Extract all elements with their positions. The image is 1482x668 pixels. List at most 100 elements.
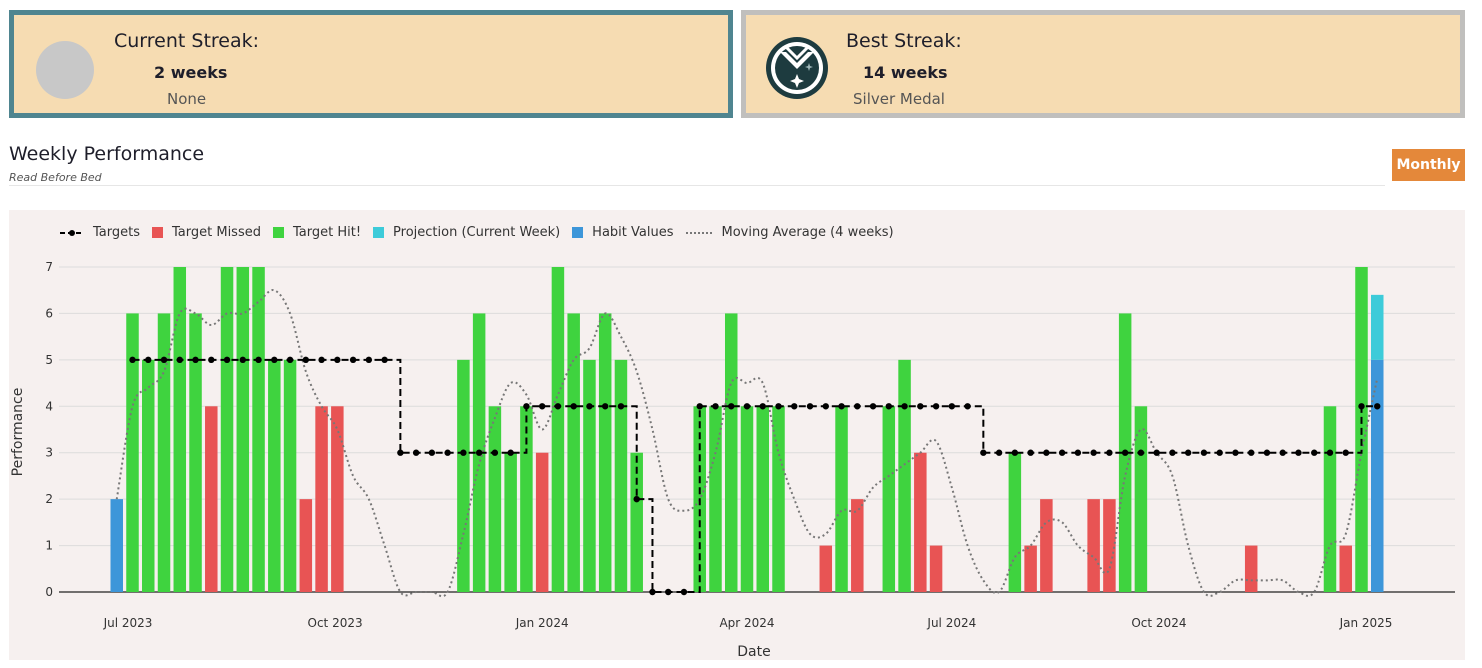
target-point <box>1232 449 1239 456</box>
target-hit-bar <box>283 359 297 592</box>
target-point <box>822 403 829 410</box>
target-point <box>1106 449 1113 456</box>
target-hit-bar <box>189 313 202 592</box>
target-point <box>995 449 1003 456</box>
x-tick-label: Jul 2024 <box>926 616 976 630</box>
target-hit-bar <box>709 406 722 592</box>
best-streak-value: 14 weeks <box>863 63 948 82</box>
target-missed-bar <box>1244 545 1258 592</box>
x-tick-label: Jul 2023 <box>103 616 153 630</box>
silver-medal-icon <box>766 37 828 99</box>
target-point <box>806 403 814 410</box>
target-point <box>239 356 246 364</box>
legend-item-habit-values[interactable]: Habit Values <box>572 225 673 240</box>
target-point <box>1121 449 1129 456</box>
target-point <box>932 403 940 410</box>
target-hit-bar <box>1323 406 1337 592</box>
legend-item-targets[interactable]: Targets <box>59 225 140 240</box>
legend-label-habit: Habit Values <box>592 225 674 240</box>
target-missed-bar <box>929 545 943 592</box>
target-point <box>586 403 593 410</box>
target-point <box>712 403 719 410</box>
moving-average-legend-symbol <box>686 231 713 234</box>
target-point <box>1184 449 1192 456</box>
target-hit-bar <box>157 313 171 592</box>
target-hit-bar <box>630 452 643 592</box>
target-point <box>491 449 499 456</box>
target-point <box>1074 449 1082 456</box>
target-point <box>523 403 530 410</box>
target-point <box>617 403 625 410</box>
target-point <box>1058 449 1066 456</box>
target-point <box>1248 449 1255 456</box>
target-point <box>696 403 703 410</box>
target-point <box>334 356 341 364</box>
target-point <box>475 449 483 456</box>
y-tick-label: 6 <box>45 306 53 320</box>
y-tick-label: 2 <box>45 492 53 506</box>
y-tick-label: 0 <box>45 585 53 599</box>
target-hit-bar <box>724 313 738 592</box>
target-point <box>223 356 231 364</box>
legend-label-hit: Target Hit! <box>292 225 362 240</box>
chart-plot-area: 0 1 2 3 4 5 6 7 Jul 2023 Oct 2023 Jan 2024 Apr 2024… <box>10 260 1455 660</box>
target-point <box>271 356 278 364</box>
target-hit-bar <box>488 406 502 592</box>
target-hit-bar <box>173 267 187 592</box>
target-point <box>728 403 735 410</box>
monthly-toggle-button[interactable]: Monthly <box>1392 149 1465 181</box>
x-tick-label: Jan 2025 <box>1339 616 1393 630</box>
target-missed-bar <box>819 545 833 592</box>
legend-label-projection: Projection (Current Week) <box>393 225 561 240</box>
target-point <box>1027 449 1034 456</box>
target-point <box>160 356 168 364</box>
target-missed-bar <box>205 406 218 592</box>
target-hit-bar <box>457 359 470 592</box>
target-point <box>1153 449 1160 456</box>
y-tick-label: 4 <box>45 399 53 413</box>
target-missed-bar <box>1024 545 1037 592</box>
target-point <box>1295 449 1302 456</box>
chart-legend: Targets Target Missed Target Hit! Projec… <box>59 225 906 240</box>
target-point <box>1279 449 1286 456</box>
projection-legend-swatch <box>373 227 385 238</box>
target-missed-bar <box>1040 499 1053 592</box>
target-point <box>1169 449 1176 456</box>
target-point <box>286 356 294 364</box>
target-hit-bar <box>772 406 785 592</box>
target-point <box>838 403 845 410</box>
legend-item-projection[interactable]: Projection (Current Week) <box>373 225 560 240</box>
target-point <box>145 356 152 364</box>
targets-legend-symbol <box>60 229 84 236</box>
target-point <box>1200 449 1208 456</box>
hit-legend-swatch <box>272 227 284 238</box>
legend-item-moving-average[interactable]: Moving Average (4 weeks) <box>685 225 894 240</box>
legend-label-targets: Targets <box>93 225 140 240</box>
target-point <box>192 356 199 364</box>
x-tick-label: Apr 2024 <box>719 616 774 630</box>
y-tick-label: 7 <box>45 260 53 274</box>
target-point <box>318 356 325 364</box>
habit-legend-swatch <box>572 227 584 238</box>
habit-value-bar <box>110 499 123 592</box>
x-tick-label: Oct 2023 <box>308 616 363 630</box>
target-missed-bar <box>315 406 328 592</box>
target-hit-bar <box>583 359 596 592</box>
target-point <box>901 403 908 410</box>
target-hit-bar <box>126 313 139 592</box>
target-point <box>176 356 183 364</box>
target-point <box>460 449 467 456</box>
target-point <box>412 449 420 456</box>
target-hit-bar <box>882 406 896 592</box>
section-divider <box>9 185 1385 186</box>
target-point <box>507 449 514 456</box>
target-hit-bar <box>835 406 848 592</box>
legend-item-target-missed[interactable]: Target Missed <box>152 225 261 240</box>
best-streak-medal: Silver Medal <box>853 90 945 108</box>
target-missed-bar <box>535 452 549 592</box>
target-point <box>964 403 971 410</box>
target-point <box>1137 449 1145 456</box>
legend-item-target-hit[interactable]: Target Hit! <box>272 225 362 240</box>
target-hit-bar <box>614 359 628 592</box>
best-streak-title: Best Streak: <box>846 30 962 52</box>
